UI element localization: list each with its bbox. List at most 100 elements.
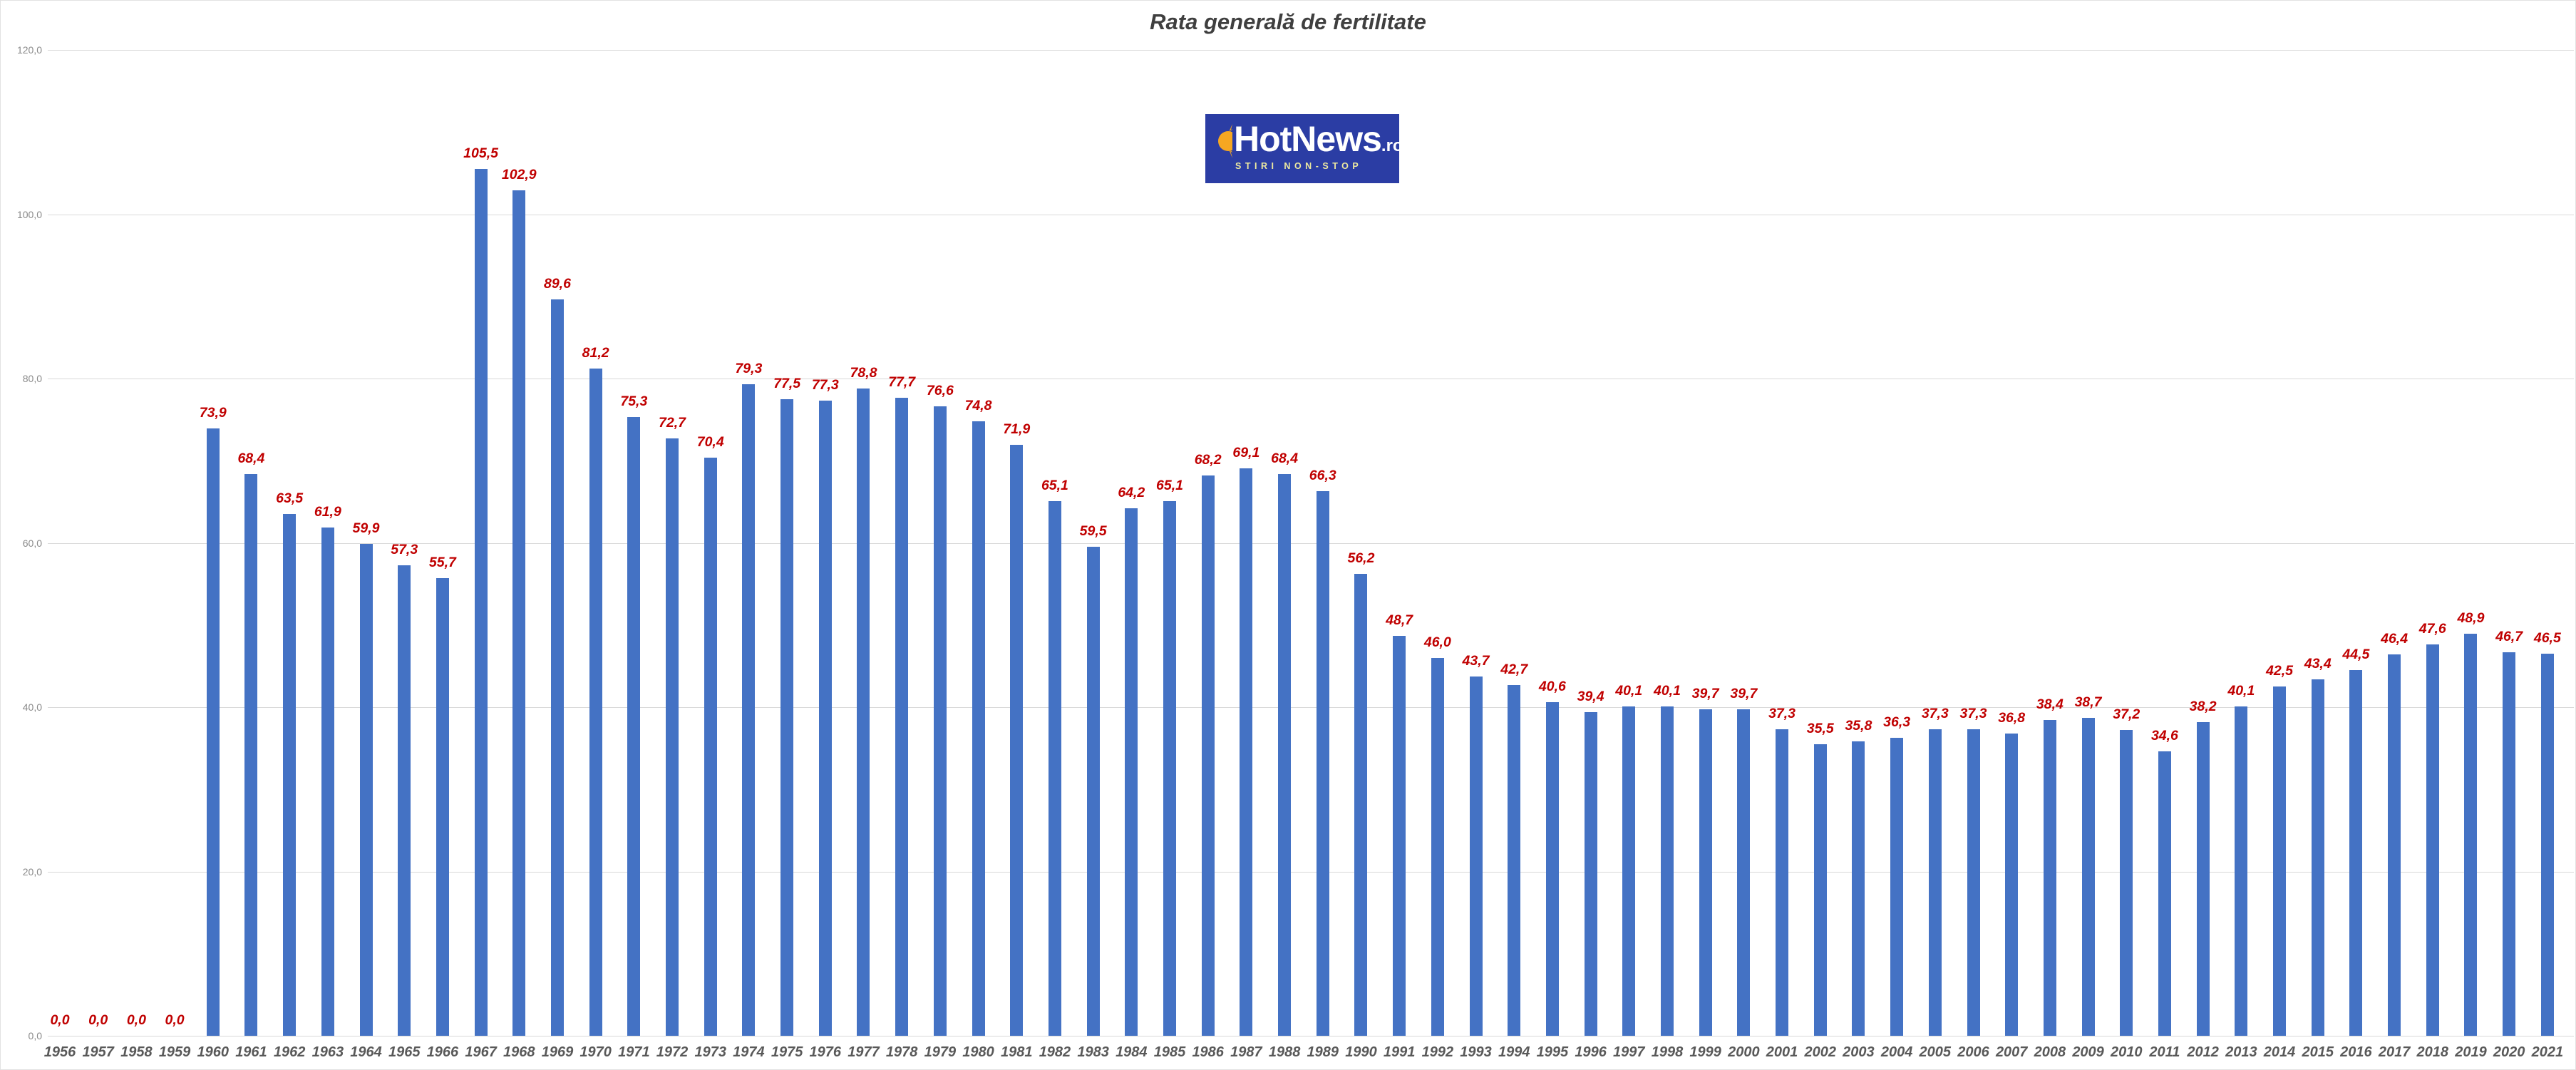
bar-1983 [1086, 547, 1100, 1036]
chart-title: Rata generală de fertilitate [1150, 9, 1426, 34]
value-label-1970: 81,2 [582, 345, 609, 361]
value-label-1984: 64,2 [1118, 485, 1145, 501]
value-label-1975: 77,5 [773, 375, 801, 391]
year-label-1967: 1967 [465, 1044, 497, 1060]
bar-1982 [1048, 500, 1061, 1036]
year-label-1981: 1981 [1001, 1044, 1033, 1060]
value-label-1995: 40,6 [1538, 679, 1566, 695]
year-label-1971: 1971 [618, 1044, 650, 1060]
value-label-1967: 105,5 [463, 145, 498, 162]
bar-2006 [1967, 729, 1980, 1036]
value-label-2015: 43,4 [2304, 655, 2332, 672]
year-label-1998: 1998 [1651, 1044, 1684, 1060]
year-label-1987: 1987 [1230, 1044, 1262, 1060]
bar-1964 [359, 543, 373, 1036]
bar-1969 [550, 299, 564, 1036]
bar-2000 [1737, 709, 1751, 1036]
year-label-2010: 2010 [2111, 1044, 2143, 1060]
value-label-2011: 34,6 [2150, 728, 2178, 744]
value-label-2005: 37,3 [1921, 706, 1949, 722]
bar-1977 [857, 388, 870, 1036]
value-label-1965: 57,3 [391, 541, 418, 557]
sun-icon [1210, 123, 1235, 163]
year-label-2013: 2013 [2225, 1044, 2257, 1060]
bar-1999 [1699, 709, 1712, 1036]
value-label-2003: 35,8 [1845, 718, 1872, 734]
bar-1968 [512, 190, 526, 1036]
bar-1975 [780, 398, 794, 1036]
year-label-1999: 1999 [1689, 1044, 1721, 1060]
gridline-20,0 [48, 871, 2574, 873]
year-label-1960: 1960 [197, 1044, 230, 1060]
year-label-2001: 2001 [1766, 1044, 1798, 1060]
bar-1986 [1201, 475, 1215, 1036]
year-label-1982: 1982 [1039, 1044, 1071, 1060]
year-label-1978: 1978 [885, 1044, 918, 1060]
bar-2016 [2349, 670, 2363, 1036]
bar-1990 [1354, 574, 1368, 1036]
year-label-2000: 2000 [1728, 1044, 1760, 1060]
year-label-1974: 1974 [733, 1044, 765, 1060]
value-label-2019: 48,9 [2457, 610, 2485, 627]
logo-wordmark: HotNews.ro [1234, 120, 1403, 165]
bar-1971 [627, 417, 641, 1036]
bar-1966 [436, 578, 449, 1036]
value-label-1997: 40,1 [1615, 682, 1643, 699]
bar-2008 [2043, 720, 2056, 1036]
bar-1994 [1508, 684, 1521, 1036]
bar-1981 [1010, 445, 1024, 1036]
bar-1979 [933, 406, 947, 1036]
bar-2002 [1813, 744, 1827, 1036]
value-label-1963: 61,9 [314, 503, 341, 520]
bar-1965 [398, 565, 411, 1036]
year-label-2004: 2004 [1880, 1044, 1913, 1060]
bar-1995 [1545, 702, 1559, 1036]
year-label-1958: 1958 [120, 1044, 153, 1060]
year-label-1977: 1977 [847, 1044, 880, 1060]
year-label-2020: 2020 [2493, 1044, 2525, 1060]
year-label-2007: 2007 [1995, 1044, 2028, 1060]
y-axis-tick-120,0: 120,0 [16, 44, 42, 56]
year-label-1993: 1993 [1460, 1044, 1492, 1060]
year-label-1963: 1963 [311, 1044, 344, 1060]
year-label-2017: 2017 [2378, 1044, 2411, 1060]
gridline-120,0 [48, 50, 2574, 51]
year-label-2014: 2014 [2263, 1044, 2296, 1060]
value-label-2012: 38,2 [2189, 698, 2217, 714]
hotnews-logo: HotNews.ro STIRI NON-STOP [1205, 114, 1403, 183]
value-label-2018: 47,6 [2418, 621, 2446, 637]
value-label-1991: 48,7 [1386, 612, 1413, 628]
gridline-60,0 [48, 542, 2574, 544]
year-label-2021: 2021 [2531, 1044, 2564, 1060]
value-label-1973: 70,4 [696, 433, 724, 450]
value-label-2014: 42,5 [2266, 663, 2293, 679]
value-label-1994: 42,7 [1500, 661, 1528, 677]
value-label-1978: 77,7 [888, 374, 916, 390]
value-label-1958: 0,0 [126, 1012, 146, 1028]
year-label-1966: 1966 [426, 1044, 459, 1060]
year-label-1969: 1969 [541, 1044, 574, 1060]
value-label-1979: 76,6 [926, 383, 954, 399]
year-label-2019: 2019 [2455, 1044, 2487, 1060]
bar-1980 [972, 421, 985, 1036]
bar-2001 [1776, 729, 1789, 1036]
year-label-1997: 1997 [1613, 1044, 1645, 1060]
bar-2004 [1890, 737, 1904, 1036]
value-label-1998: 40,1 [1653, 682, 1681, 699]
bar-1960 [206, 428, 220, 1036]
value-label-1964: 59,9 [352, 520, 380, 536]
bar-2017 [2388, 654, 2401, 1036]
year-label-1991: 1991 [1383, 1044, 1416, 1060]
y-axis-tick-0,0: 0,0 [28, 1030, 42, 1041]
bar-1985 [1163, 500, 1176, 1036]
value-label-1961: 68,4 [237, 450, 265, 466]
year-label-1980: 1980 [962, 1044, 994, 1060]
bar-2013 [2235, 706, 2248, 1036]
bar-1962 [283, 514, 297, 1036]
gridline-40,0 [48, 707, 2574, 708]
year-label-1962: 1962 [273, 1044, 306, 1060]
bar-1984 [1125, 508, 1138, 1036]
bar-2009 [2081, 717, 2095, 1036]
bar-2007 [2005, 733, 2019, 1036]
value-label-2016: 44,5 [2342, 647, 2370, 663]
